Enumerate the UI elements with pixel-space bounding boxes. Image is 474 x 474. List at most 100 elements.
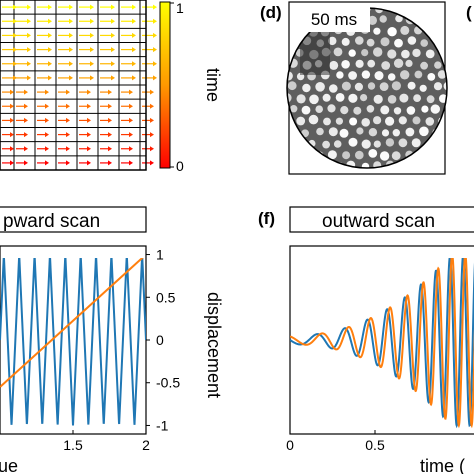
vector-arrowhead — [66, 160, 70, 166]
vector-arrowhead — [150, 146, 154, 152]
vector-arrowhead — [153, 75, 157, 81]
image-spot — [355, 36, 364, 45]
vector-arrowhead — [108, 89, 112, 95]
image-spot — [361, 49, 369, 57]
image-spot — [361, 70, 371, 79]
image-spot — [361, 139, 371, 149]
series-ramp — [0, 258, 144, 388]
image-spot — [405, 127, 415, 137]
image-spot — [339, 128, 349, 138]
image-spot — [391, 151, 401, 161]
image-spot — [296, 116, 306, 126]
image-spot — [329, 84, 338, 93]
vector-arrowhead — [13, 18, 17, 24]
image-spot — [393, 58, 404, 68]
vector-arrowhead — [27, 18, 31, 24]
image-spot — [433, 82, 443, 91]
vector-arrowhead — [69, 32, 73, 38]
image-spot — [380, 105, 390, 115]
timestamp: 50 ms — [311, 10, 357, 29]
vector-arrowhead — [10, 89, 14, 95]
panel-f-xlabel: time ( — [420, 456, 465, 474]
vector-arrowhead — [132, 32, 136, 38]
image-spot — [341, 37, 350, 46]
image-spot — [374, 71, 384, 81]
image-spot — [453, 6, 461, 14]
vector-arrowhead — [90, 4, 94, 10]
image-spot — [336, 71, 344, 79]
image-spot — [412, 48, 421, 58]
panel-e-xlabel: ue — [0, 456, 18, 474]
image-spot — [373, 47, 383, 57]
panel-f-title-box — [289, 206, 474, 233]
image-spot — [459, 104, 468, 113]
image-spot — [302, 83, 311, 93]
image-spot — [315, 174, 323, 182]
vector-arrowhead — [129, 146, 133, 152]
image-spot — [446, 39, 447, 48]
image-spot — [367, 59, 376, 68]
image-spot — [419, 84, 427, 92]
y-tick-label: -0.5 — [156, 375, 180, 391]
vector-arrowhead — [90, 32, 94, 38]
vector-arrowhead — [13, 61, 17, 67]
vector-arrowhead — [45, 146, 49, 152]
vector-arrowhead — [27, 75, 31, 81]
image-spot — [373, 116, 382, 125]
vector-arrowhead — [66, 89, 70, 95]
vector-arrowhead — [69, 4, 73, 10]
vector-field-panel — [0, 0, 157, 171]
vector-arrowhead — [150, 132, 154, 138]
image-spot — [414, 70, 423, 79]
panel-e-title: pward scan — [3, 211, 100, 232]
image-spot — [443, 81, 447, 91]
image-spot — [348, 93, 358, 103]
vector-arrowhead — [48, 75, 52, 81]
image-spot — [434, 61, 442, 69]
vector-arrowhead — [108, 146, 112, 152]
image-spot — [355, 150, 364, 160]
image-spot — [392, 129, 400, 137]
image-spot — [446, 105, 447, 115]
vector-arrowhead — [129, 103, 133, 109]
image-spot — [387, 49, 397, 59]
vector-arrowhead — [66, 117, 70, 123]
image-spot — [322, 140, 330, 149]
image-spot — [335, 93, 345, 102]
image-spot — [425, 49, 435, 59]
panel-e-title-box — [0, 206, 147, 233]
image-spot — [361, 162, 370, 168]
image-spot — [367, 15, 377, 25]
vector-arrowhead — [87, 89, 91, 95]
image-spot — [457, 173, 465, 181]
image-spot — [421, 105, 429, 113]
vector-arrowhead — [87, 146, 91, 152]
image-spot — [287, 81, 297, 91]
vector-arrowhead — [153, 61, 157, 67]
vector-arrowhead — [87, 103, 91, 109]
vector-arrowhead — [150, 89, 154, 95]
image-spot — [373, 94, 383, 104]
vector-arrowhead — [132, 4, 136, 10]
x-tick-label: 2 — [142, 437, 150, 453]
panel-d-letter: (d) — [260, 3, 282, 22]
vector-arrowhead — [13, 32, 17, 38]
image-spot — [366, 105, 375, 113]
vector-arrowhead — [24, 132, 28, 138]
vector-arrowhead — [45, 132, 49, 138]
image-spot — [394, 38, 403, 48]
image-spot — [368, 128, 378, 137]
image-spot — [458, 38, 466, 46]
vector-arrowhead — [48, 4, 52, 10]
image-spot — [391, 81, 401, 91]
y-tick-label: 1 — [156, 247, 164, 263]
vector-arrowhead — [90, 18, 94, 24]
vector-arrowhead — [10, 132, 14, 138]
vector-arrowhead — [45, 160, 49, 166]
image-spot — [381, 174, 389, 182]
vector-arrowhead — [111, 32, 115, 38]
image-spot — [333, 47, 343, 57]
vector-arrowhead — [90, 61, 94, 67]
image-spot — [444, 127, 447, 136]
